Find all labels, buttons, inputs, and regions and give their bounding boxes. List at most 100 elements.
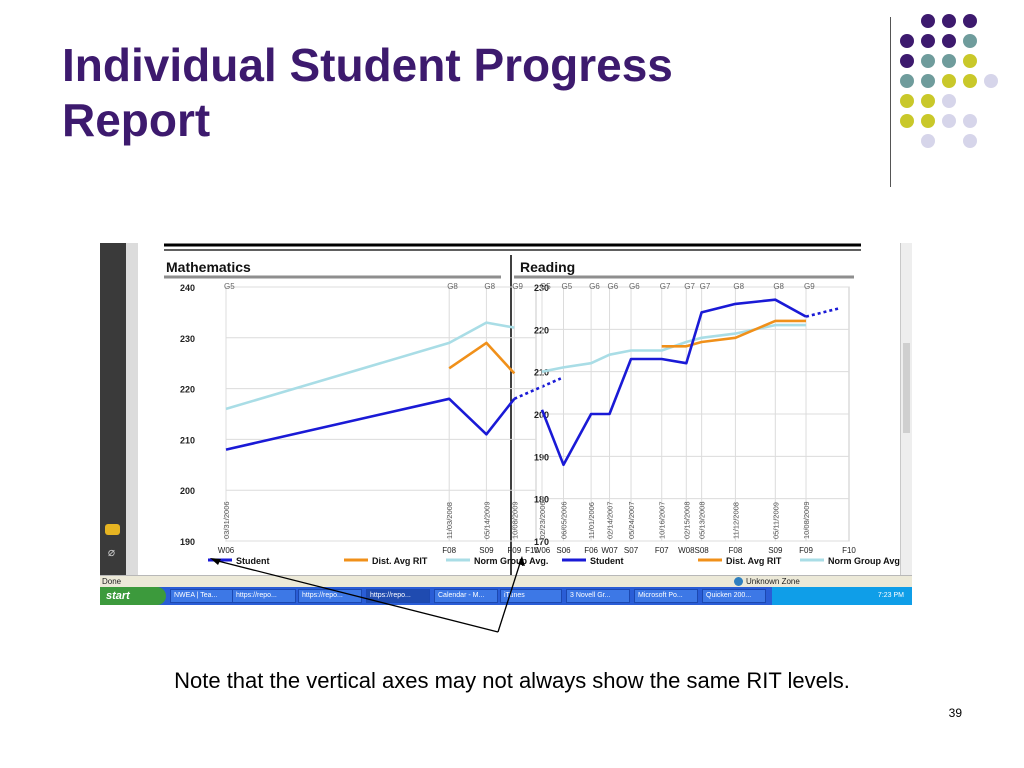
x-tick-label: F09 (507, 546, 521, 555)
decorative-dot (942, 94, 956, 108)
y-tick-label: 190 (180, 537, 195, 547)
decorative-dot (921, 94, 935, 108)
x-tick-label: W06 (218, 546, 235, 555)
grade-label: G7 (660, 282, 671, 291)
vertical-scrollbar[interactable] (900, 243, 912, 575)
test-date-label: 05/14/2009 (482, 501, 491, 539)
grade-label: G8 (484, 282, 495, 291)
grade-label: G6 (589, 282, 600, 291)
decorative-dot (963, 34, 977, 48)
grade-label: G8 (773, 282, 784, 291)
series-line-student (540, 298, 807, 467)
x-tick-label: F07 (655, 546, 669, 555)
grade-label: G5 (561, 282, 572, 291)
decorative-dot (942, 14, 956, 28)
x-tick-label: W08 (678, 546, 695, 555)
series-line-norm-group-avg (541, 323, 806, 373)
clock: 7:23 PM (877, 592, 904, 599)
decorative-dot (921, 54, 935, 68)
test-date-label: 10/08/2009 (510, 501, 519, 539)
legend-label: Student (590, 556, 624, 566)
grade-label: G8 (447, 282, 458, 291)
decorative-dot (942, 34, 956, 48)
series-line-dist-avg-rit (448, 341, 516, 375)
decorative-dot (900, 34, 914, 48)
decorative-dot-grid (900, 14, 1020, 164)
decorative-dot (963, 14, 977, 28)
decorative-dot (963, 134, 977, 148)
x-tick-label: S09 (479, 546, 494, 555)
slide-title-line2: Report (62, 94, 211, 146)
chat-bubbles-icon[interactable] (105, 524, 120, 535)
taskbar-button[interactable]: iTunes (500, 589, 562, 603)
grade-label: G7 (700, 282, 711, 291)
legend-label: Norm Group Avg. (474, 556, 548, 566)
grade-label: G5 (540, 282, 551, 291)
charts-area: Mathematics 190 200 210 220 230 240 G5 G8 G8 G9 03/… (164, 243, 900, 575)
zone-text: Unknown Zone (746, 577, 800, 586)
decorative-dot (900, 94, 914, 108)
decorative-dot (942, 74, 956, 88)
x-tick-label: F06 (584, 546, 598, 555)
test-date-label: 05/24/2007 (627, 501, 636, 539)
mathematics-chart: Mathematics 190 200 210 220 230 240 G5 G8 G8 G9 03/… (164, 259, 562, 566)
taskbar-button[interactable]: NWEA | Tea... (170, 589, 234, 603)
decorative-dot (963, 74, 977, 88)
projection-line (513, 377, 562, 400)
decorative-dot (963, 114, 977, 128)
test-date-label: 11/03/2008 (445, 502, 454, 539)
report-screenshot: ⌀ Mathematics 190 200 210 220 230 240 G5 G8 G8 G9 0… (100, 243, 912, 605)
decorative-dot (921, 14, 935, 28)
decorative-dot (921, 134, 935, 148)
decorative-dot (921, 34, 935, 48)
y-tick-label: 200 (180, 486, 195, 496)
x-tick-label: F08 (729, 546, 743, 555)
taskbar-button[interactable]: 3 Novell Gr... (566, 589, 630, 603)
projection-line (805, 306, 841, 318)
test-date-label: 06/05/2006 (559, 501, 568, 539)
chart-title: Reading (520, 259, 575, 275)
grade-label: G7 (684, 282, 695, 291)
test-date-label: 02/15/2008 (682, 501, 691, 539)
paperclip-icon[interactable]: ⌀ (107, 545, 116, 559)
grade-label: G9 (804, 282, 815, 291)
x-tick-label: W07 (601, 546, 618, 555)
decorative-dot (984, 74, 998, 88)
x-tick-label: S09 (768, 546, 783, 555)
test-date-label: 02/14/2007 (606, 501, 615, 539)
slide-note: Note that the vertical axes may not alwa… (174, 668, 850, 693)
scrollbar-thumb[interactable] (903, 343, 910, 433)
decorative-dot (942, 54, 956, 68)
test-date-label: 02/23/2006 (538, 501, 547, 539)
taskbar-button[interactable]: Calendar - M... (434, 589, 498, 603)
slide-title-line1: Individual Student Progress (62, 39, 673, 91)
title-divider (890, 17, 891, 187)
test-date-label: 05/11/2009 (771, 502, 780, 539)
globe-icon (734, 577, 743, 586)
series-line-student (225, 397, 516, 451)
test-date-label: 10/08/2009 (802, 501, 811, 539)
taskbar-button[interactable]: Quicken 200... (702, 589, 766, 603)
test-date-label: 05/13/2008 (698, 501, 707, 539)
x-tick-label: S08 (695, 546, 710, 555)
reader-sidebar (100, 243, 126, 575)
decorative-dot (942, 114, 956, 128)
taskbar-button[interactable]: Microsoft Po... (634, 589, 698, 603)
series-line-norm-group-avg (225, 321, 515, 411)
page-number: 39 (948, 706, 962, 720)
decorative-dot (921, 74, 935, 88)
windows-taskbar: start 7:23 PM NWEA | Tea... https://repo.… (100, 587, 912, 605)
start-button[interactable]: start (100, 587, 166, 605)
series-line-dist-avg-rit (661, 319, 806, 348)
x-tick-label: S07 (624, 546, 639, 555)
x-tick-label: F08 (442, 546, 456, 555)
y-tick-label: 230 (180, 334, 195, 344)
slide-title: Individual Student Progress Report (62, 38, 822, 148)
taskbar-button[interactable]: https://repo... (366, 589, 430, 603)
x-tick-label: F10 (842, 546, 856, 555)
legend-label: Student (236, 556, 270, 566)
taskbar-button[interactable]: https://repo... (232, 589, 296, 603)
y-tick-label: 240 (180, 283, 195, 293)
x-tick-label: F09 (799, 546, 813, 555)
taskbar-button[interactable]: https://repo... (298, 589, 362, 603)
